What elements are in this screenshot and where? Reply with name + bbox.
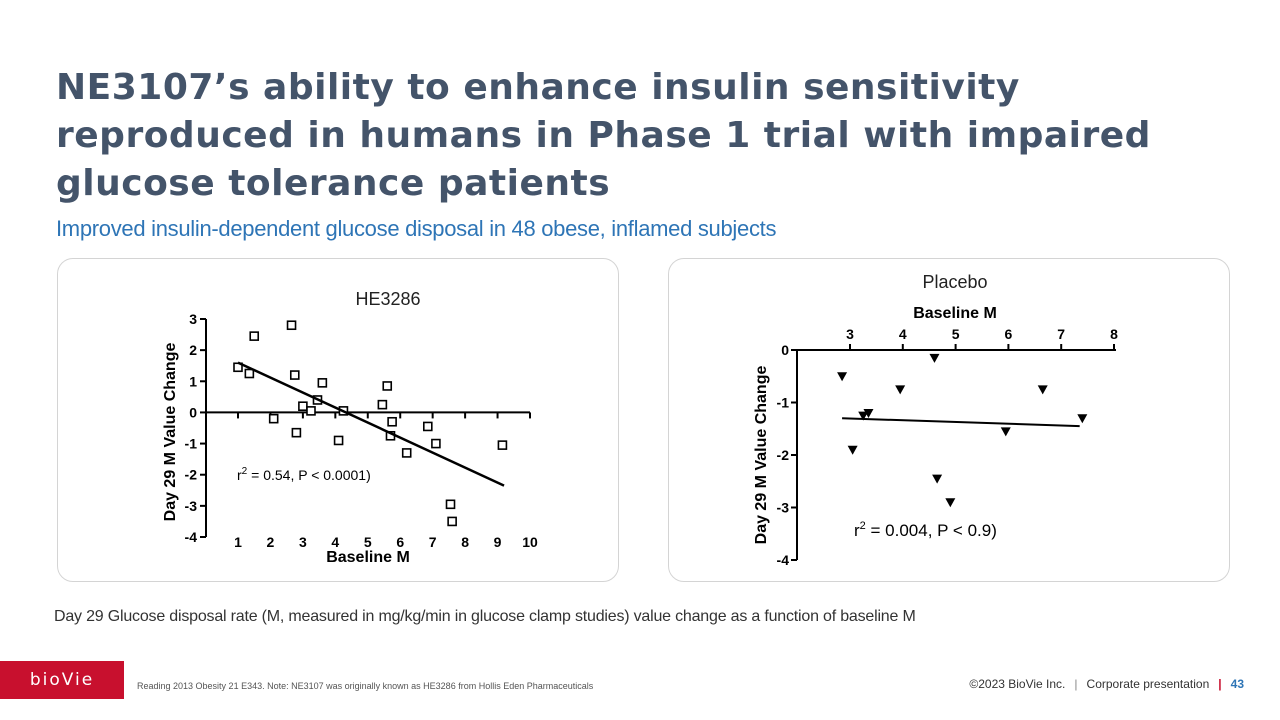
figure-caption: Day 29 Glucose disposal rate (M, measure…: [54, 608, 916, 625]
x-tick-label: 8: [1110, 326, 1118, 342]
x-tick-label: 6: [1005, 326, 1013, 342]
data-point: [401, 448, 412, 458]
x-tick-label: 7: [1057, 326, 1065, 342]
y-tick-label: -4: [777, 552, 790, 568]
x-axis-title: Baseline M: [326, 549, 410, 566]
x-tick-label: 4: [899, 326, 907, 342]
biovie-logo: bioVie: [0, 661, 124, 699]
footer-divider-accent: |: [1218, 677, 1222, 691]
data-point: [333, 435, 344, 446]
x-tick-label: 5: [952, 326, 960, 342]
data-point: [858, 411, 869, 421]
data-point: [932, 474, 943, 484]
stat-annotation: r2 = 0.004, P < 0.9): [854, 520, 997, 540]
slide-subtitle: Improved insulin-dependent glucose dispo…: [56, 216, 777, 241]
y-tick-label: -4: [185, 529, 198, 545]
y-tick-label: 3: [189, 311, 197, 327]
chart-title: Placebo: [922, 272, 987, 292]
footer-divider: |: [1074, 677, 1078, 691]
y-tick-label: -2: [777, 447, 790, 463]
chart-panel-placebo: Placebo Baseline M 0 -1 -2 -3 -4 3 4 5 6 7 8 Day 29 M…: [668, 258, 1230, 582]
y-tick-label: -1: [777, 395, 790, 411]
regression-line: [842, 417, 1080, 428]
data-point: [1077, 414, 1088, 424]
x-tick-label: 7: [429, 534, 437, 550]
y-axis-title: Day 29 M Value Change: [162, 343, 179, 522]
y-tick-label: -2: [185, 467, 198, 483]
data-point: [497, 440, 508, 450]
stat-annotation: r2 = 0.54, P < 0.0001): [237, 466, 371, 483]
data-point: [1000, 427, 1011, 437]
y-tick-label: 1: [189, 373, 197, 389]
y-axis-title: Day 29 M Value Change: [753, 366, 770, 545]
x-tick-label: 4: [331, 534, 339, 550]
data-point: [447, 516, 457, 527]
data-point: [317, 378, 328, 388]
x-tick-label: 2: [267, 534, 275, 550]
logo-text: bioVie: [29, 670, 95, 690]
data-point: [1037, 385, 1048, 395]
placebo-scatter-chart: Placebo Baseline M 0 -1 -2 -3 -4 3 4 5 6 7 8 Day 29 M…: [753, 272, 1118, 568]
data-point: [249, 331, 260, 341]
data-point: [863, 409, 874, 418]
x-tick-label: 10: [522, 534, 538, 550]
y-tick-label: -3: [185, 498, 198, 514]
data-point: [244, 368, 255, 379]
copyright-text: ©2023 BioVie Inc.: [969, 677, 1066, 691]
y-tick-label: -3: [777, 500, 790, 516]
x-tick-label: 3: [299, 534, 307, 550]
data-point: [847, 445, 858, 455]
source-footnote: Reading 2013 Obesity 21 E343. Note: NE31…: [137, 681, 594, 691]
page-number: 43: [1230, 677, 1244, 691]
y-tick-label: 2: [189, 342, 197, 358]
x-tick-label: 3: [846, 326, 854, 342]
x-axis-title: Baseline M: [913, 305, 997, 322]
y-tick-label: 0: [189, 404, 197, 420]
slide-footer: ©2023 BioVie Inc. | Corporate presentati…: [969, 677, 1244, 691]
x-tick-label: 8: [461, 534, 469, 550]
data-point: [387, 416, 397, 427]
y-tick-label: -1: [185, 436, 198, 452]
data-point: [445, 499, 456, 510]
data-point: [289, 370, 300, 380]
slide-title: NE3107’s ability to enhance insulin sens…: [56, 67, 1151, 204]
data-point: [837, 372, 848, 382]
data-point: [945, 498, 956, 508]
data-point: [291, 427, 302, 438]
data-point: [377, 399, 388, 410]
chart-title: HE3286: [355, 289, 420, 309]
data-point: [286, 320, 297, 331]
x-tick-label: 6: [396, 534, 404, 550]
presentation-label: Corporate presentation: [1086, 677, 1210, 691]
data-point: [422, 421, 433, 432]
data-point: [895, 385, 906, 395]
data-point: [382, 381, 393, 391]
x-tick-label: 9: [494, 534, 502, 550]
y-tick-label: 0: [781, 342, 789, 358]
data-point: [268, 413, 279, 424]
x-tick-label: 5: [364, 534, 372, 550]
data-point: [431, 438, 441, 449]
data-point: [929, 353, 940, 363]
data-point: [306, 406, 316, 416]
data-point: [298, 401, 308, 411]
regression-line: [237, 361, 505, 487]
x-tick-label: 1: [234, 534, 242, 550]
